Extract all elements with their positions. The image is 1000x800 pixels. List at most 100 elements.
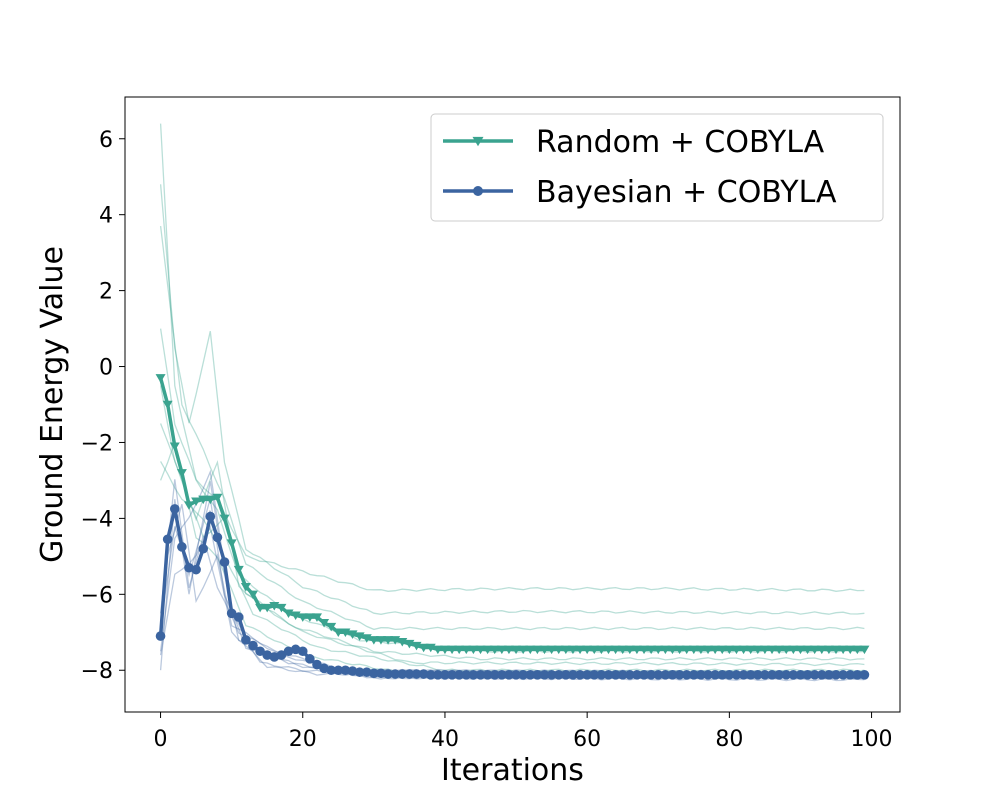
data-point	[248, 640, 258, 651]
data-point	[177, 542, 187, 552]
data-point	[497, 669, 507, 680]
data-point	[781, 645, 792, 655]
data-point	[155, 374, 166, 383]
data-point	[610, 645, 621, 655]
data-point	[418, 643, 429, 653]
data-point	[631, 645, 642, 655]
data-point	[667, 645, 678, 655]
data-point	[461, 645, 472, 655]
data-point	[169, 442, 180, 452]
legend: Random + COBYLA Bayesian + COBYLA	[430, 113, 884, 222]
x-tick-label: 40	[431, 727, 459, 752]
data-point	[667, 669, 678, 680]
data-point	[731, 669, 742, 680]
data-point	[411, 669, 422, 679]
data-point	[397, 669, 408, 679]
data-point	[589, 669, 600, 680]
data-point	[539, 645, 550, 655]
data-point	[383, 669, 393, 679]
data-point	[596, 669, 607, 680]
data-point	[482, 645, 493, 655]
data-point	[561, 669, 571, 680]
data-point	[553, 645, 564, 655]
data-point	[311, 613, 322, 622]
series-bayesian	[155, 504, 870, 680]
run-line	[160, 461, 865, 673]
data-point	[276, 603, 287, 613]
data-point	[539, 669, 550, 680]
data-point	[781, 669, 792, 680]
data-point	[717, 645, 728, 655]
data-point	[326, 622, 337, 632]
data-point	[582, 645, 593, 655]
data-point	[447, 645, 458, 655]
data-point	[575, 645, 586, 655]
data-point	[425, 669, 436, 680]
data-point	[383, 636, 394, 645]
data-point	[745, 669, 756, 680]
data-point	[518, 645, 529, 655]
data-point	[496, 645, 507, 655]
data-point	[710, 645, 721, 655]
data-point	[475, 645, 486, 655]
data-point	[831, 645, 842, 655]
data-point	[454, 645, 465, 655]
data-point	[226, 608, 237, 619]
y-axis-ticks: −8 −6 −4 −2 0 2 4 6	[81, 128, 125, 684]
data-point	[838, 645, 849, 655]
data-point	[312, 659, 322, 670]
data-point	[774, 645, 785, 655]
data-point	[546, 645, 557, 655]
data-point	[354, 667, 365, 677]
data-point	[624, 645, 635, 655]
data-point	[653, 645, 664, 655]
data-point	[695, 645, 706, 655]
data-point	[738, 669, 749, 680]
data-point	[696, 669, 706, 680]
data-point	[809, 669, 820, 680]
data-point	[262, 603, 273, 613]
y-tick-label: 4	[99, 204, 113, 229]
data-point	[788, 669, 799, 680]
legend-label: Random + COBYLA	[536, 125, 825, 160]
x-tick-label: 80	[715, 727, 743, 752]
data-point	[233, 612, 244, 622]
data-point	[368, 636, 379, 645]
data-point	[816, 669, 827, 680]
data-point	[703, 645, 714, 655]
data-point	[305, 654, 315, 664]
data-point	[546, 669, 557, 680]
data-point	[575, 669, 585, 680]
run-line	[159, 479, 865, 674]
x-tick-label: 0	[154, 727, 168, 752]
data-point	[710, 669, 720, 680]
data-point	[454, 669, 464, 680]
data-point	[653, 669, 664, 680]
data-point	[418, 669, 429, 679]
data-point	[468, 669, 479, 680]
data-point	[852, 669, 863, 680]
data-point	[447, 669, 457, 680]
data-point	[198, 543, 209, 554]
y-tick-label: 0	[99, 356, 113, 381]
data-point	[176, 469, 187, 478]
data-point	[717, 669, 728, 680]
data-point	[333, 665, 344, 676]
run-line	[159, 328, 865, 654]
data-point	[240, 582, 251, 592]
data-point	[241, 635, 251, 645]
data-point	[625, 669, 635, 680]
y-axis-title: Ground Energy Value	[35, 246, 70, 563]
data-point	[233, 565, 244, 575]
data-point	[433, 669, 443, 680]
x-axis-ticks: 0 20 40 60 80 100	[154, 712, 893, 752]
data-point	[297, 646, 308, 657]
data-point	[795, 645, 806, 655]
data-point	[689, 669, 699, 680]
data-point	[567, 645, 578, 655]
data-point	[738, 645, 749, 655]
data-point	[824, 669, 834, 680]
legend-marker	[473, 186, 483, 196]
data-point	[681, 669, 692, 680]
